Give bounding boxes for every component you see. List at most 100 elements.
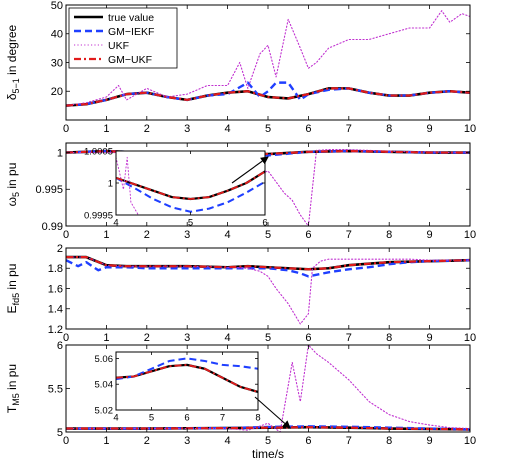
inset-0-series-group [116,156,265,215]
panel-2-ytick-label-3: 1.8 [48,263,63,275]
panel-2-xtick-label-1: 1 [103,332,109,344]
inset-1-ytick-label-0: 5.02 [95,405,114,416]
panel-3-ytick-label-1: 5.5 [48,383,63,395]
panel-3-xtick-label-4: 4 [225,435,231,447]
panel-1-ytick-label-1: 0.995 [35,184,63,196]
panel-1-series-3-line [66,149,470,156]
panel-2-ytick-label-0: 1.2 [48,324,63,336]
panel-0-xtick-label-0: 0 [63,123,69,135]
inset-0-xtick-label-0: 4 [113,218,118,229]
panel-1-xtick-label-5: 5 [265,229,271,241]
panel-0-ytick-label-2: 40 [51,29,63,41]
panel-1-ytick-label-0: 0.99 [42,221,63,233]
panel-2-xtick-label-9: 9 [427,332,433,344]
panel-2-xtick-label-6: 6 [305,332,311,344]
panel-0-ytick-label-1: 30 [51,57,63,69]
panel-0-series-group [66,10,470,107]
panel-3-xtick-label-5: 5 [265,435,271,447]
panel-0-series-3-line [66,87,470,107]
panel-2-ytick-label-4: 2 [57,243,63,255]
inset-1-xtick-label-2: 6 [184,413,189,424]
panel-0-xtick-label-2: 2 [144,123,150,135]
inset-1-xtick-label-1: 5 [149,413,154,424]
panel-0-ylabel-group: δ5−1 in degree [5,25,21,101]
panel-1-xtick-label-7: 7 [346,229,352,241]
panel-3-xtick-label-9: 9 [427,435,433,447]
panel-3-xlabel: time/s [252,447,284,461]
panel-0-xtick-label-7: 7 [346,123,352,135]
panel-2-ytick-label-2: 1.6 [48,283,63,295]
panel-1-xtick-label-8: 8 [386,229,392,241]
inset-0: 4 5 6 0.9995 1 1.0005 [84,146,268,228]
legend-label-1: GM−IEKF [108,26,154,38]
panel-2-xtick-label-2: 2 [144,332,150,344]
panel-0: 0 1 2 3 4 5 6 7 8 9 10 20 30 40 50 δ5−1 in degree true v… [5,0,476,135]
inset-0-plot-area [116,151,265,215]
panel-2-xtick-label-3: 3 [184,332,190,344]
panel-3-xtick-label-8: 8 [386,435,392,447]
panel-2-xtick-label-10: 10 [464,332,476,344]
panel-2: 0 1 2 3 4 5 6 7 8 9 10 1.2 1.4 1.6 1.8 2 Efd5 in pu [5,243,476,344]
panel-0-xtick-label-10: 10 [464,123,476,135]
panel-3-xtick-label-0: 0 [63,435,69,447]
panel-2-xtick-label-8: 8 [386,332,392,344]
panel-0-xtick-label-3: 3 [184,123,190,135]
inset-0-ytick-label-2: 1.0005 [84,146,113,157]
panel-0-xtick-label-5: 5 [265,123,271,135]
inset-0-ytick-label-1: 1 [108,178,113,189]
inset-1-ytick-label-1: 5.04 [95,380,114,391]
inset-1-xtick-label-0: 4 [113,413,118,424]
panel-2-plot-area [66,248,470,329]
panel-1-xtick-label-10: 10 [464,229,476,241]
panel-1-xtick-label-1: 1 [103,229,109,241]
panel-0-xtick-label-1: 1 [103,123,109,135]
panel-0-xtick-label-6: 6 [305,123,311,135]
legend-label-0: true value [108,12,154,24]
panel-2-xtick-label-7: 7 [346,332,352,344]
panel-3-xtick-label-2: 2 [144,435,150,447]
inset-0-series-3-line [116,170,265,200]
inset-1-series-group [116,357,258,394]
panel-1-xtick-label-4: 4 [225,229,231,241]
inset-0-series-1-line [116,176,265,213]
panel-1-ylabel: ω5 in pu [5,163,21,207]
inset-1-xtick-label-3: 7 [220,413,225,424]
panel-3-ytick-label-0: 5 [57,427,63,439]
panel-2-xtick-label-5: 5 [265,332,271,344]
panel-2-ylabel: Efd5 in pu [5,264,21,314]
panel-3-xtick-label-7: 7 [346,435,352,447]
panel-1-xtick-label-0: 0 [63,229,69,241]
inset-1-series-1-line [116,357,258,381]
panel-1-ylabel-group: ω5 in pu [5,163,21,207]
panel-2-series-1-line [66,258,470,278]
panel-3-xtick-label-10: 10 [464,435,476,447]
panel-3-series-3-line [66,426,470,431]
panel-2-ytick-label-1: 1.4 [48,304,63,316]
panel-3-series-2-line [66,345,470,432]
panel-0-xtick-label-4: 4 [225,123,231,135]
panel-1-xtick-label-3: 3 [184,229,190,241]
zoom-arrow-2 [254,396,291,429]
legend-label-2: UKF [108,40,129,52]
panel-2-ylabel-group: Efd5 in pu [5,264,21,314]
panel-2-series-3-line [66,256,470,271]
panel-3-xtick-label-1: 1 [103,435,109,447]
panel-0-xtick-label-9: 9 [427,123,433,135]
zoom-arrow-1 [231,156,269,184]
panel-1-xtick-label-6: 6 [305,229,311,241]
panel-2-xtick-label-0: 0 [63,332,69,344]
panel-0-ytick-label-0: 20 [51,86,63,98]
panel-0-xtick-label-8: 8 [386,123,392,135]
panel-2-xtick-label-4: 4 [225,332,231,344]
inset-0-xtick-label-1: 5 [188,218,193,229]
legend: true value GM−IEKF UKF GM−UKF [68,7,178,69]
panel-1-xtick-label-9: 9 [427,229,433,241]
panel-1-ytick-label-2: 1 [57,147,63,159]
panel-3-xtick-label-3: 3 [184,435,190,447]
panel-3-xtick-label-6: 6 [305,435,311,447]
inset-1-series-2-line [116,363,258,393]
inset-1-xtick-label-4: 8 [255,413,260,424]
panel-3-series-group [66,345,470,432]
